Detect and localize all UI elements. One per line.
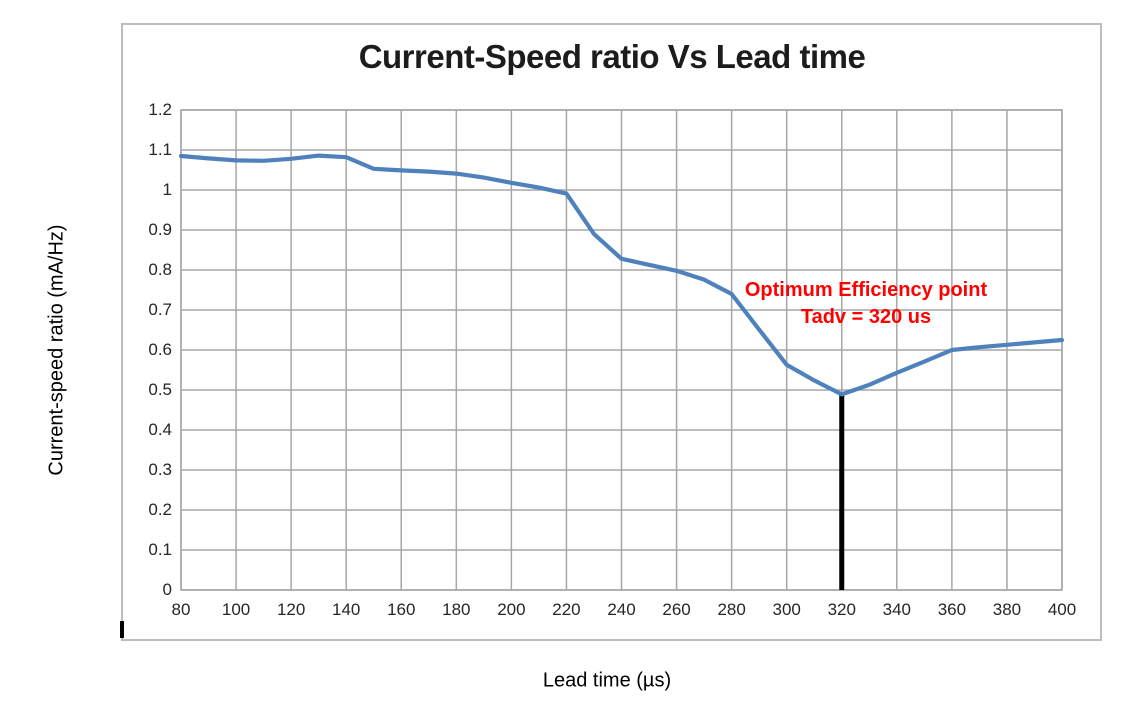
corner-mark	[120, 621, 124, 638]
annotation-line-1: Optimum Efficiency point	[744, 279, 988, 301]
x-tick-label: 120	[276, 600, 306, 619]
x-tick-label: 140	[332, 600, 361, 619]
y-tick-label: 0.3	[148, 460, 172, 479]
x-tick-label: 100	[221, 600, 251, 619]
x-tick-label: 160	[387, 600, 416, 619]
x-tick-label: 280	[717, 600, 746, 619]
x-tick-label: 80	[171, 600, 191, 619]
x-tick-label: 360	[937, 600, 967, 619]
chart-title: Current-Speed ratio Vs Lead time	[358, 38, 866, 75]
y-axis-title: Current-speed ratio (mA/Hz)	[45, 224, 68, 476]
y-tick-label: 1.1	[148, 140, 172, 159]
y-tick-label: 1	[162, 180, 172, 199]
y-tick-label: 0.1	[148, 540, 172, 559]
x-tick-label: 340	[882, 600, 911, 619]
x-tick-label: 220	[552, 600, 581, 619]
x-tick-label: 180	[442, 600, 471, 619]
x-axis-title: Lead time (µs)	[542, 669, 672, 692]
x-tick-label: 380	[992, 600, 1022, 619]
y-tick-label: 0.6	[148, 340, 172, 359]
x-tick-label: 260	[662, 600, 691, 619]
optimum-efficiency-annotation: Optimum Efficiency point Tadv = 320 us	[745, 277, 987, 331]
x-tick-label: 300	[772, 600, 801, 619]
y-tick-label: 1.2	[148, 100, 172, 119]
y-tick-label: 0.9	[148, 220, 172, 239]
x-tick-label: 400	[1047, 600, 1077, 619]
chart-frame	[121, 23, 1102, 641]
x-tick-label: 320	[827, 600, 856, 619]
y-tick-label: 0.2	[148, 500, 172, 519]
x-tick-label: 200	[497, 600, 526, 619]
plot-border	[180, 109, 1063, 591]
series-line	[178, 153, 1065, 397]
plot-area	[178, 109, 1065, 591]
y-tick-label: 0	[162, 580, 172, 599]
y-tick-label: 0.7	[148, 300, 172, 319]
x-tick-label: 240	[607, 600, 636, 619]
y-tick-label: 0.5	[148, 380, 172, 399]
y-tick-label: 0.8	[148, 260, 172, 279]
annotation-line-2: Tadv = 320 us	[800, 306, 932, 328]
y-tick-label: 0.4	[148, 420, 172, 439]
